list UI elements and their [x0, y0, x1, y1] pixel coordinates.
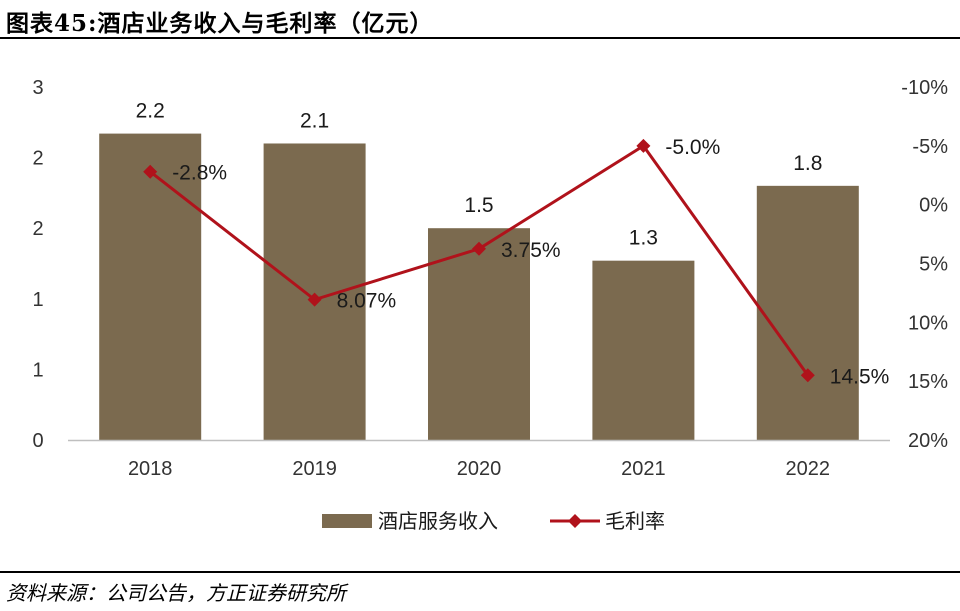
x-tick-label: 2018	[128, 458, 173, 480]
left-axis-ticks: 0 1 1 2 2 3	[32, 77, 43, 452]
bar-value-label: 1.8	[793, 152, 822, 175]
legend-line-marker	[568, 514, 582, 528]
left-tick-label: 1	[32, 359, 43, 381]
line-value-label: 14.5%	[830, 365, 890, 388]
line-point	[636, 138, 651, 153]
line-data-labels: -2.8% 8.07% 3.75% -5.0% 14.5%	[172, 136, 889, 388]
line-point	[800, 368, 815, 383]
right-tick-label: 10%	[908, 312, 948, 334]
chart: 0 1 1 2 2 3 -10% -5% 0% 5% 10% 15% 20% 2018 2019 2020…	[32, 77, 948, 533]
bar	[592, 260, 695, 440]
x-axis-ticks: 2018 2019 2020 2021 2022	[128, 458, 830, 480]
left-tick-label: 3	[32, 77, 43, 99]
line-point	[307, 292, 322, 307]
x-tick-label: 2019	[292, 458, 337, 480]
bar-value-label: 1.5	[464, 194, 493, 217]
legend-line-label: 毛利率	[605, 509, 665, 533]
bar	[428, 228, 530, 440]
line-series	[143, 138, 815, 383]
line-value-label: -5.0%	[665, 136, 720, 159]
bar-value-label: 1.3	[629, 227, 658, 250]
right-tick-label: -5%	[912, 136, 948, 158]
bottom-rule	[0, 571, 960, 573]
figure-title: 图表45:酒店业务收入与毛利率（亿元）	[6, 10, 434, 37]
right-tick-label: 5%	[919, 254, 948, 276]
line-value-label: 3.75%	[501, 239, 561, 262]
line-value-label: -2.8%	[172, 162, 227, 185]
x-tick-label: 2022	[786, 458, 831, 480]
left-tick-label: 0	[32, 430, 43, 452]
top-rule	[0, 37, 960, 39]
bar	[263, 143, 366, 440]
right-axis-ticks: -10% -5% 0% 5% 10% 15% 20%	[901, 77, 948, 452]
right-tick-label: 15%	[908, 371, 948, 393]
bar	[756, 185, 859, 440]
right-tick-label: 20%	[908, 430, 948, 452]
line-value-label: 8.07%	[337, 290, 397, 313]
left-tick-label: 2	[32, 218, 43, 240]
legend-bar-swatch	[322, 514, 372, 528]
x-tick-label: 2020	[457, 458, 502, 480]
legend-bar-label: 酒店服务收入	[378, 509, 498, 533]
right-tick-label: -10%	[901, 77, 948, 99]
line-point	[143, 164, 158, 179]
left-tick-label: 1	[32, 289, 43, 311]
line-point	[472, 241, 486, 256]
right-tick-label: 0%	[919, 195, 948, 217]
bar-data-labels: 2.2 2.1 1.5 1.3 1.8	[136, 100, 823, 250]
left-tick-label: 2	[32, 148, 43, 170]
bar-value-label: 2.2	[136, 100, 165, 123]
bar	[99, 133, 202, 440]
source-note: 资料来源：公司公告，方正证券研究所	[6, 581, 346, 605]
legend: 酒店服务收入 毛利率	[322, 509, 665, 533]
x-tick-label: 2021	[621, 458, 666, 480]
bar-value-label: 2.1	[300, 109, 329, 132]
bar-series	[99, 133, 859, 440]
